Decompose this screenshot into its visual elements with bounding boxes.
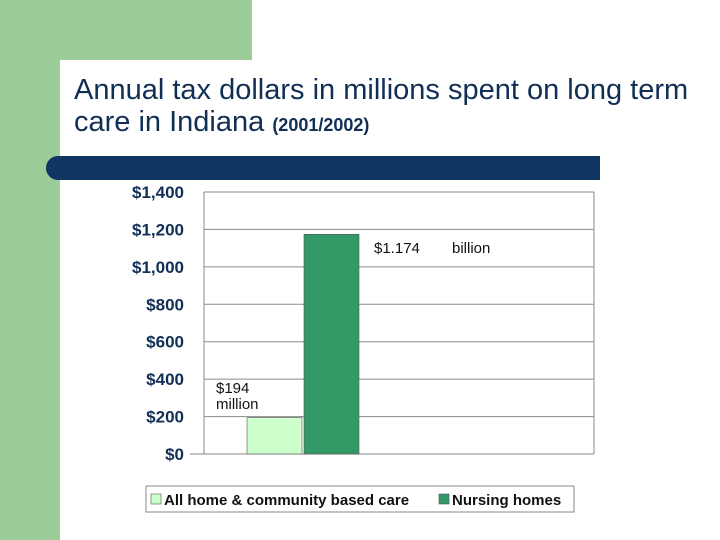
slide-title-main: Annual tax dollars in millions spent on … bbox=[74, 74, 689, 138]
legend-swatch bbox=[150, 493, 162, 505]
bar-home-community-care bbox=[246, 417, 303, 455]
legend: All home & community based care Nursing h… bbox=[145, 485, 575, 513]
slide-title-note: (2001/2002) bbox=[272, 115, 370, 135]
legend-swatch bbox=[438, 493, 450, 505]
annotation-nursing-homes-unit: billion bbox=[452, 240, 490, 257]
decorative-top-block bbox=[0, 0, 252, 60]
legend-box bbox=[145, 485, 575, 513]
y-tick-label: $1,000 bbox=[132, 258, 184, 277]
title-divider-bar bbox=[46, 156, 600, 180]
y-tick-label: $1,200 bbox=[132, 220, 184, 239]
annotation-nursing-homes-value: $1.174 bbox=[374, 240, 420, 257]
bars bbox=[246, 233, 360, 455]
slide-title: Annual tax dollars in millions spent on … bbox=[74, 74, 704, 141]
gridlines bbox=[190, 191, 595, 455]
legend-label: Nursing homes bbox=[452, 492, 561, 509]
y-axis-tick-labels: $0 $200 $400 $600 $800 $1,000 $1,200 $1,400 bbox=[132, 183, 184, 464]
y-tick-label: $600 bbox=[146, 333, 184, 352]
y-tick-label: $800 bbox=[146, 295, 184, 314]
y-tick-label: $1,400 bbox=[132, 183, 184, 202]
annotation-home-community-care: $194 bbox=[216, 380, 249, 397]
y-tick-label: $400 bbox=[146, 370, 184, 389]
legend-label: All home & community based care bbox=[164, 492, 409, 509]
annotation-home-community-care: million bbox=[216, 396, 259, 413]
y-tick-label: $200 bbox=[146, 408, 184, 427]
bar-nursing-homes bbox=[303, 233, 360, 455]
y-tick-label: $0 bbox=[165, 445, 184, 464]
decorative-left-strip bbox=[0, 0, 60, 540]
